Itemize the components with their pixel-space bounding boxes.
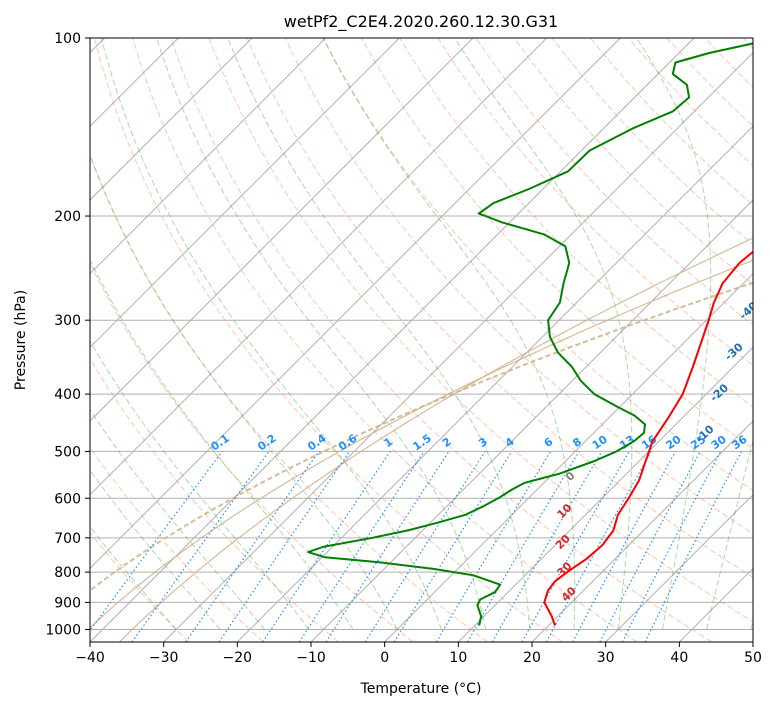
y-axis-label: Pressure (hPa) [13,290,29,390]
x-tick-label: 10 [449,650,467,666]
x-tick-label: 30 [597,650,615,666]
y-tick-label: 400 [54,387,81,403]
y-tick-label: 700 [54,531,81,547]
x-tick-label: −30 [149,650,179,666]
y-tick-label: 900 [54,595,81,611]
x-tick-label: 20 [523,650,541,666]
x-axis-label: Temperature (°C) [360,681,482,697]
x-tick-label: 0 [380,650,389,666]
x-tick-label: −20 [223,650,253,666]
y-tick-label: 1000 [45,622,81,638]
x-tick-label: −10 [296,650,326,666]
y-tick-label: 100 [54,31,81,47]
y-tick-label: 800 [54,565,81,581]
y-tick-label: 200 [54,209,81,225]
y-tick-label: 600 [54,491,81,507]
chart-title: wetPf2_C2E4.2020.260.12.30.G31 [284,12,558,32]
x-tick-label: 50 [744,650,762,666]
y-tick-label: 500 [54,444,81,460]
x-tick-label: 40 [670,650,688,666]
y-tick-label: 300 [54,313,81,329]
x-tick-label: −40 [75,650,105,666]
